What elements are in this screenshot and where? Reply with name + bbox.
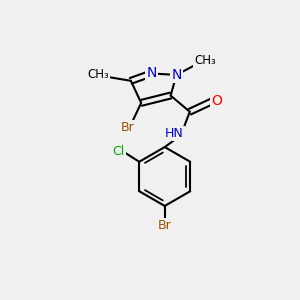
Text: HN: HN (165, 127, 184, 140)
Text: O: O (211, 94, 222, 108)
Text: CH₃: CH₃ (87, 68, 109, 81)
Text: CH₃: CH₃ (194, 54, 216, 67)
Text: Cl: Cl (112, 145, 125, 158)
Text: N: N (171, 68, 182, 82)
Text: N: N (146, 66, 157, 80)
Text: Br: Br (158, 219, 172, 232)
Text: Br: Br (121, 122, 135, 134)
